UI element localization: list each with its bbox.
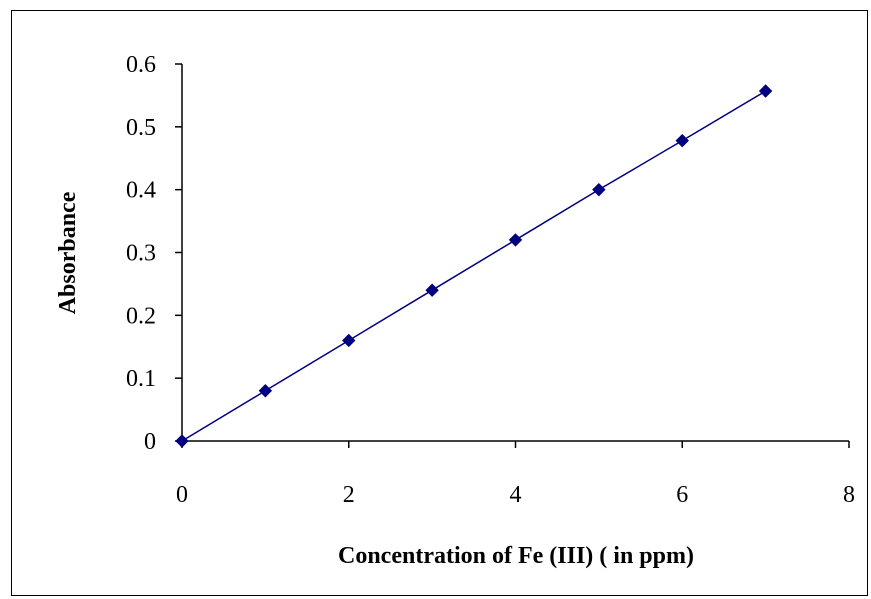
data-point-diamond <box>758 84 773 98</box>
y-tick-label: 0.3 <box>126 241 156 267</box>
x-tick-label: 6 <box>676 482 688 508</box>
y-tick-label: 0.5 <box>126 115 156 141</box>
y-tick-label: 0.2 <box>126 303 156 329</box>
y-tick-label: 0.4 <box>126 178 156 204</box>
ticks: 0 0.1 0.2 0.3 0.4 0.5 0.6 0 2 4 6 8 <box>126 52 855 508</box>
y-tick-label: 0.6 <box>126 52 156 78</box>
chart-frame <box>11 10 868 596</box>
x-tick-label: 0 <box>176 482 188 508</box>
axes <box>181 64 849 442</box>
y-tick-label: 0.1 <box>126 366 156 392</box>
data-point-diamond <box>508 233 523 247</box>
data-point-diamond <box>342 333 356 348</box>
series-line <box>181 90 767 442</box>
data-point-diamond <box>425 283 439 297</box>
series <box>175 84 773 448</box>
x-tick-label: 4 <box>510 482 522 508</box>
data-point-diamond <box>592 182 606 197</box>
x-axis-title: Concentration of Fe (III) ( in ppm) <box>338 543 694 569</box>
y-axis-title: Absorbance <box>55 191 81 314</box>
x-tick-label: 2 <box>343 482 355 508</box>
data-point-diamond <box>175 434 189 448</box>
data-point-diamond <box>258 384 273 398</box>
y-tick-label: 0 <box>144 429 156 455</box>
x-tick-label: 8 <box>843 482 855 508</box>
data-point-diamond <box>675 133 689 148</box>
